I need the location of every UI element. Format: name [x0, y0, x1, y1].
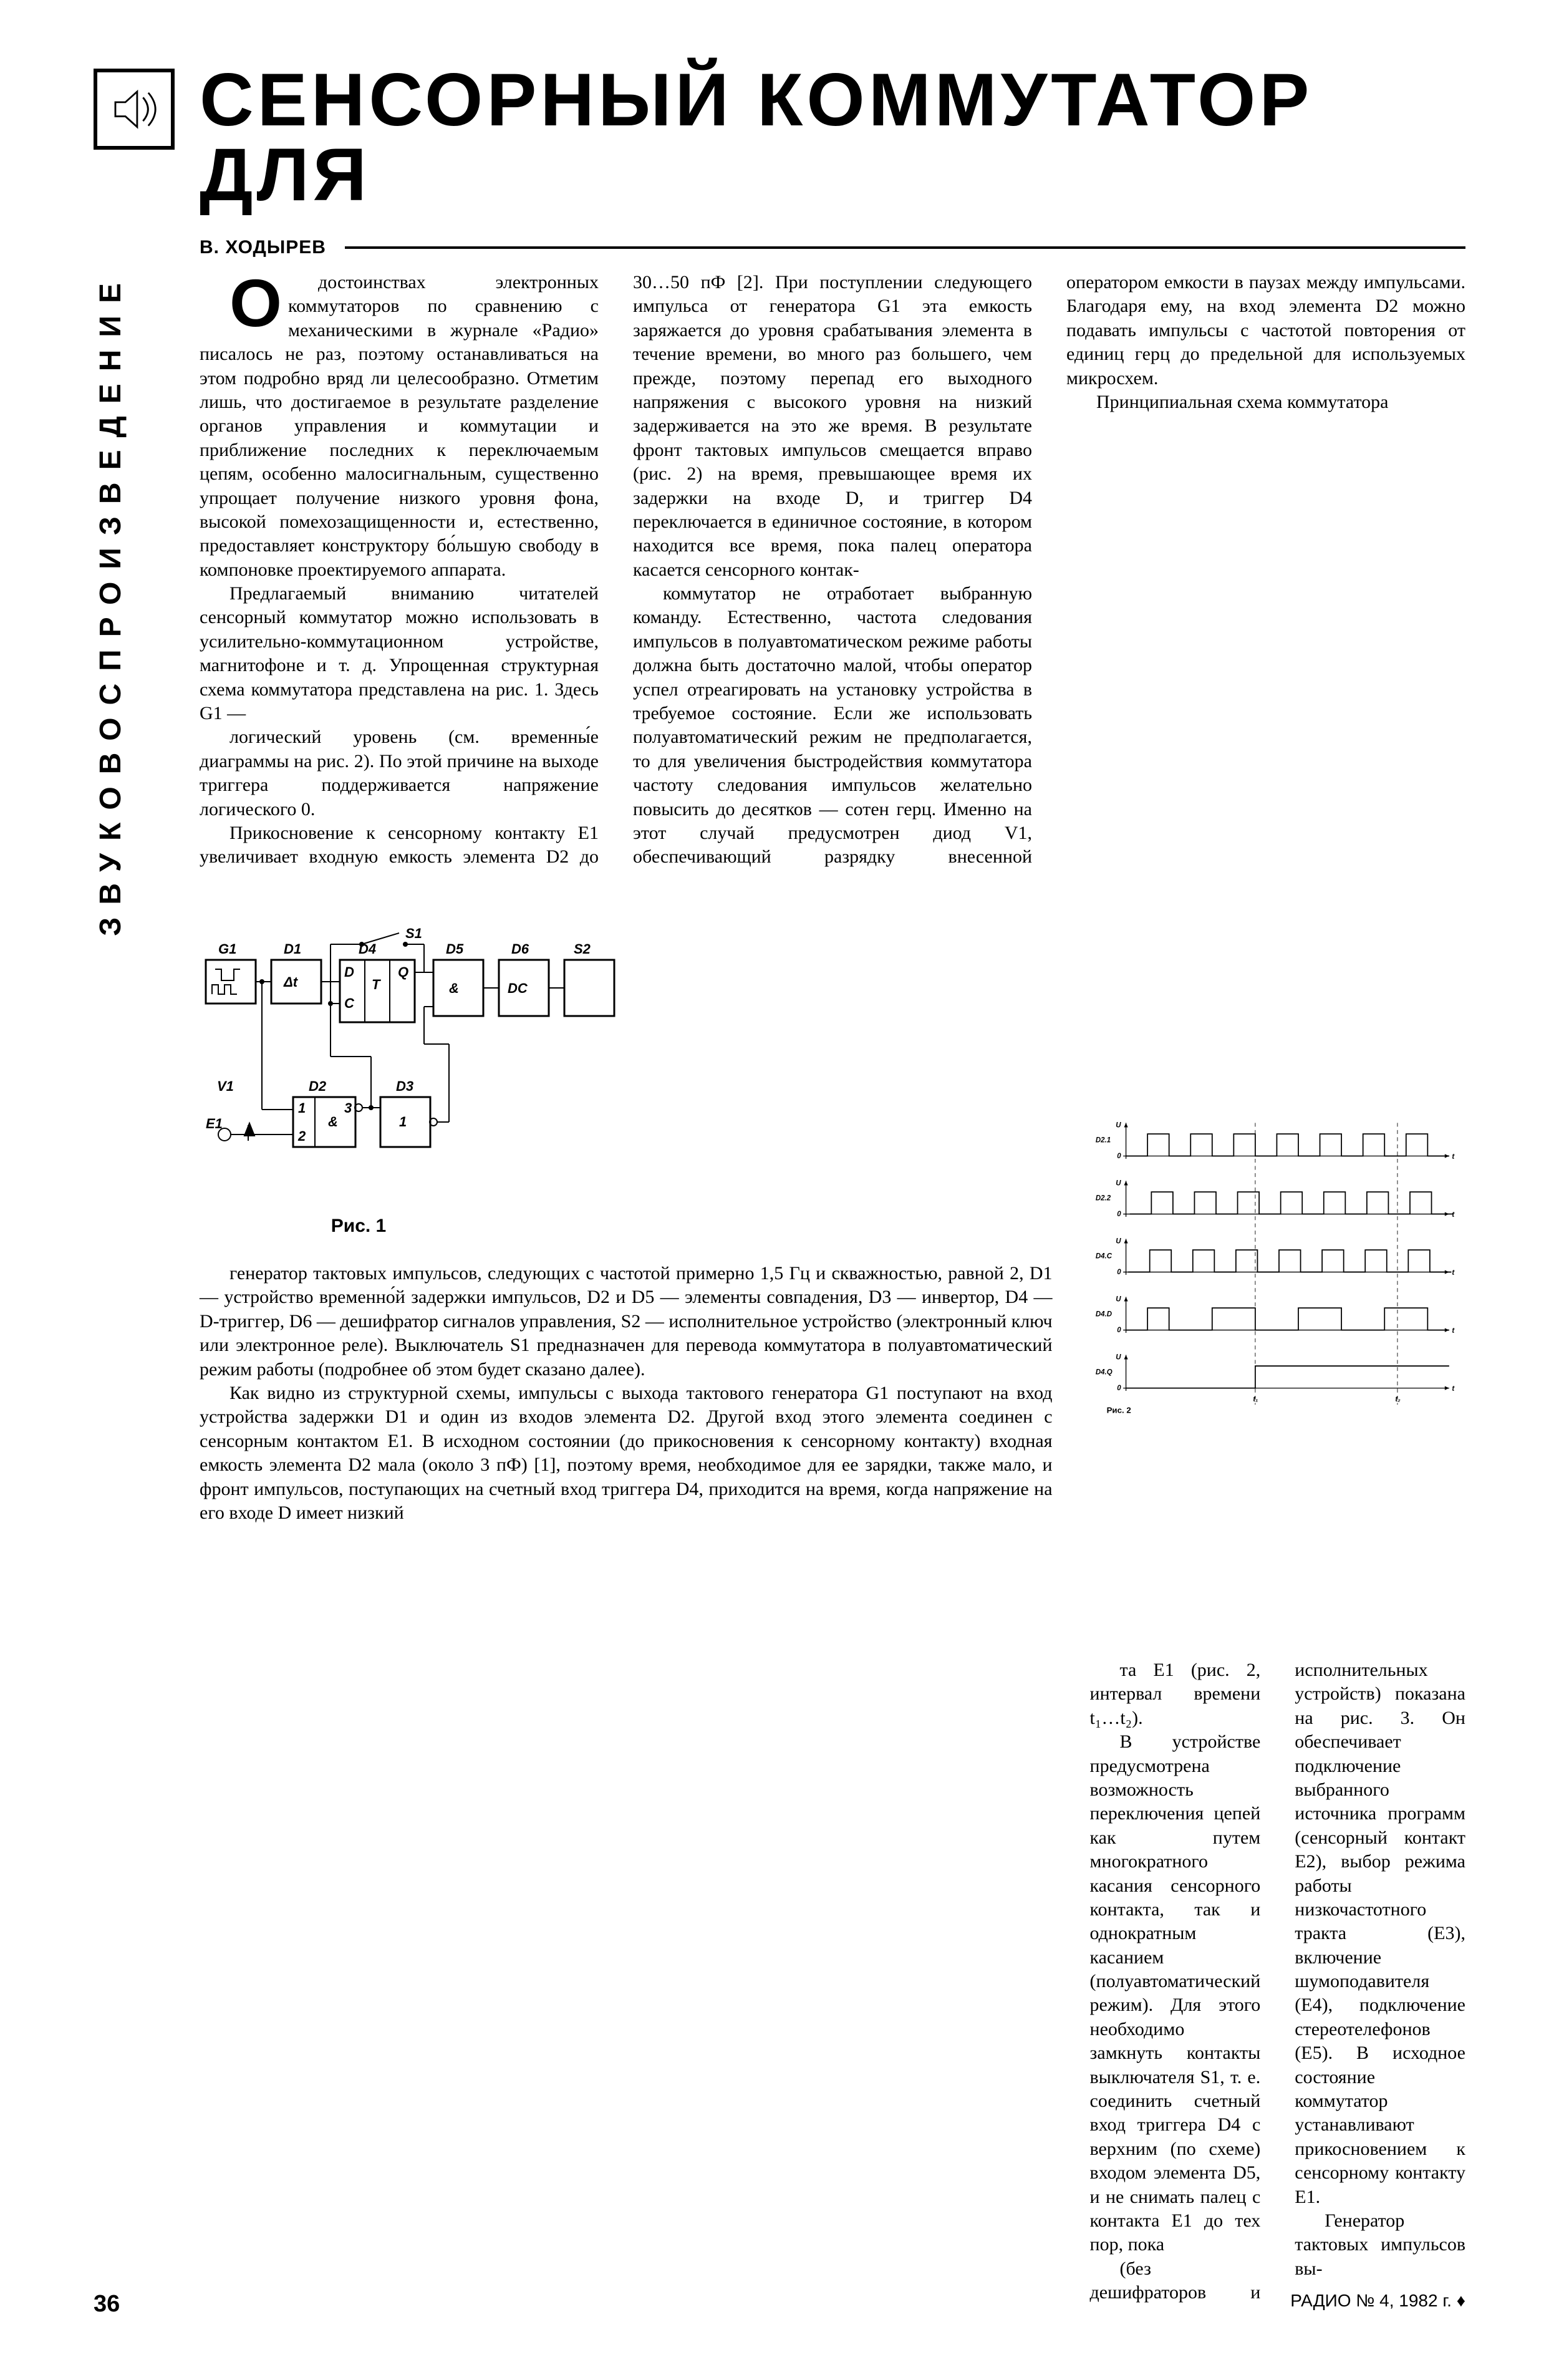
svg-text:D4.Q: D4.Q [1095, 1368, 1112, 1376]
author-rule [345, 246, 1465, 249]
section-label: ЗВУКОВОСПРОИЗВЕДЕНИЕ [94, 271, 128, 936]
svg-text:t: t [1452, 1385, 1455, 1393]
svg-text:0: 0 [1117, 1385, 1121, 1392]
lbl-D: D [344, 964, 354, 980]
svg-text:U: U [1116, 1179, 1121, 1187]
svg-text:t: t [1452, 1211, 1455, 1219]
lower-p4: В устройстве предусмотрена возможность п… [1090, 1730, 1261, 2257]
svg-text:t₂: t₂ [1395, 1396, 1401, 1403]
lower-p6: Генератор тактовых импульсов вы- [1295, 2209, 1465, 2281]
svg-text:1: 1 [399, 1114, 407, 1130]
lbl-d5: D5 [446, 941, 464, 957]
body-columns: Одостоинствах электронных коммутаторов п… [200, 271, 1465, 888]
lbl-dc: DC [508, 980, 528, 996]
footer: 36 РАДИО № 4, 1982 г. ♦ [94, 2291, 1465, 2318]
author-row: В. ХОДЫРЕВ [200, 237, 1465, 258]
lbl-s2: S2 [574, 941, 591, 957]
svg-text:2: 2 [297, 1128, 306, 1144]
svg-text:D2.1: D2.1 [1095, 1136, 1110, 1144]
lbl-amp2: & [328, 1114, 338, 1130]
lbl-v1: V1 [217, 1078, 234, 1094]
svg-text:U: U [1116, 1121, 1121, 1129]
svg-text:0: 0 [1117, 1211, 1121, 1218]
lbl-s1: S1 [405, 926, 422, 941]
figure-2: U 0 t D2.1 U 0 t D2.2 U 0 t D4.C U 0 t D4.D U 0 t D4.Q t₁ t₂ Р… [1090, 919, 1465, 1633]
svg-text:Рис. 2: Рис. 2 [1106, 1405, 1131, 1415]
lbl-Q: Q [398, 964, 408, 980]
svg-text:0: 0 [1117, 1153, 1121, 1160]
lbl-T: T [372, 977, 381, 992]
figure-2-wrap: U 0 t D2.1 U 0 t D2.2 U 0 t D4.C U 0 t D4.D U 0 t D4.Q t₁ t₂ Р… [1090, 919, 1465, 2305]
svg-text:3: 3 [344, 1100, 352, 1116]
lbl-d3: D3 [396, 1078, 413, 1094]
lbl-d2: D2 [309, 1078, 327, 1094]
svg-text:U: U [1116, 1354, 1121, 1362]
svg-text:D4.D: D4.D [1095, 1310, 1111, 1318]
svg-text:t: t [1452, 1269, 1455, 1277]
svg-text:t₁: t₁ [1253, 1396, 1258, 1403]
imprint: РАДИО № 4, 1982 г. ♦ [1290, 2291, 1465, 2318]
svg-text:U: U [1116, 1237, 1121, 1245]
lbl-e1: E1 [206, 1116, 223, 1131]
svg-text:t: t [1452, 1153, 1455, 1161]
svg-text:D4.C: D4.C [1095, 1252, 1112, 1260]
content: ЗВУКОВОСПРОИЗВЕДЕНИЕ Одостоинствах элект… [94, 271, 1465, 888]
svg-text:0: 0 [1117, 1327, 1121, 1334]
lbl-d4: D4 [359, 941, 376, 957]
lower-p1: генератор тактовых импульсов, следующих … [200, 1262, 1053, 1381]
para-1: Одостоинствах электронных коммутаторов п… [200, 271, 599, 582]
lower-p3: та E1 (рис. 2, интервал времени t₁…t₂). [1090, 1658, 1261, 1730]
svg-text:1: 1 [298, 1100, 306, 1116]
lbl-d1: D1 [284, 941, 301, 957]
page: СЕНСОРНЫЙ КОММУТАТОР ДЛЯ В. ХОДЫРЕВ ЗВУК… [0, 0, 1559, 2380]
lbl-g1: G1 [218, 941, 236, 957]
svg-text:U: U [1116, 1296, 1121, 1304]
lbl-C: C [344, 995, 355, 1011]
page-number: 36 [94, 2291, 120, 2318]
lower-cols-23: та E1 (рис. 2, интервал времени t₁…t₂). … [1090, 1658, 1465, 2305]
lower-col1-block: генератор тактовых импульсов, следующих … [94, 1262, 1053, 1525]
figures: G1 D1 Δt S1 D4 D [94, 919, 1465, 2305]
svg-text:D2.2: D2.2 [1095, 1194, 1111, 1202]
speaker-icon [94, 69, 175, 150]
fig1-caption: Рис. 1 [200, 1216, 518, 1237]
lbl-amp: & [449, 980, 459, 996]
sidebar: ЗВУКОВОСПРОИЗВЕДЕНИЕ [94, 271, 137, 888]
figure-1: G1 D1 Δt S1 D4 D [94, 919, 518, 1237]
svg-text:t: t [1452, 1327, 1455, 1335]
header: СЕНСОРНЫЙ КОММУТАТОР ДЛЯ [94, 69, 1465, 212]
lower-p2: Как видно из структурной схемы, импульсы… [200, 1381, 1053, 1525]
para-6: Принципиальная схема коммутатора [1066, 390, 1465, 414]
dropcap: О [200, 274, 282, 332]
figure-1-wrap: G1 D1 Δt S1 D4 D [94, 919, 1053, 2305]
para-2: Предлагаемый вниманию читателей сенсорны… [200, 582, 599, 725]
para-3: логический уровень (см. временны́е диагр… [200, 725, 599, 821]
svg-text:0: 0 [1117, 1269, 1121, 1276]
lbl-d6: D6 [511, 941, 529, 957]
author-name: В. ХОДЫРЕВ [200, 237, 326, 258]
lbl-dt: Δt [283, 974, 299, 990]
article-title: СЕНСОРНЫЙ КОММУТАТОР ДЛЯ [200, 62, 1465, 212]
